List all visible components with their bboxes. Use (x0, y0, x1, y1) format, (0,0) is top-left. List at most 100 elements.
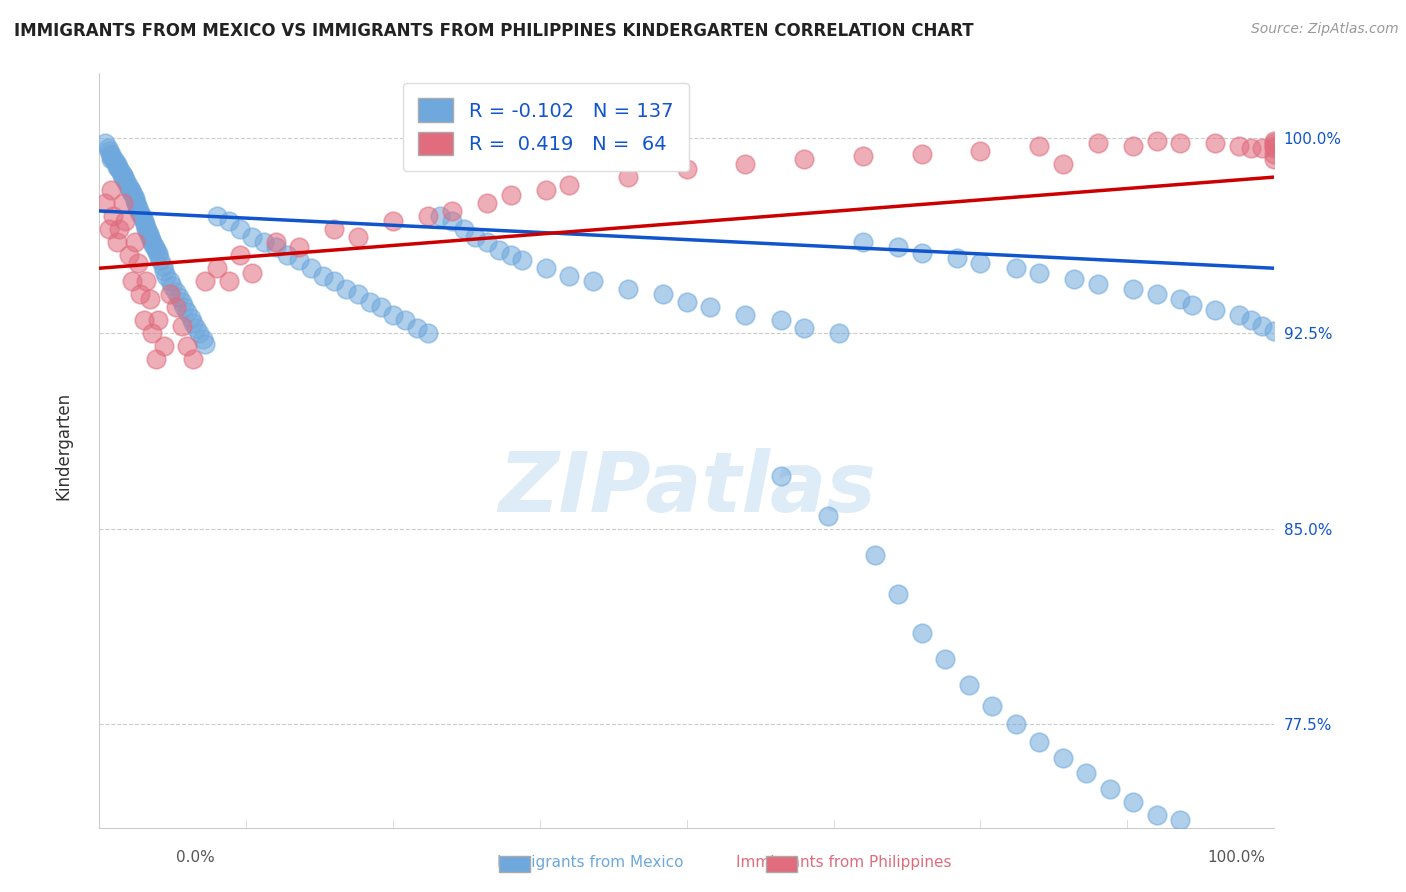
Point (969, 256, 991, 270)
Point (127, 256, 149, 270)
Point (1263, 141, 1285, 155)
Point (118, 248, 141, 262)
Point (111, 168, 134, 182)
Point (120, 183, 142, 197)
Point (132, 211, 155, 226)
Point (1004, 716, 1026, 731)
Point (129, 206, 152, 220)
Point (125, 199, 148, 213)
Point (946, 251, 969, 265)
Point (104, 154, 127, 169)
Point (852, 149, 875, 163)
Point (1052, 750, 1074, 764)
Point (675, 162, 697, 177)
Point (141, 326, 163, 341)
Point (1028, 267, 1050, 281)
Point (1204, 302, 1226, 317)
Point (793, 152, 815, 166)
Point (135, 219, 157, 234)
Point (911, 146, 934, 161)
Point (852, 235, 875, 250)
Point (1168, 813, 1191, 827)
Point (146, 313, 169, 327)
Point (135, 274, 157, 288)
Point (1122, 795, 1144, 809)
Point (418, 326, 440, 341)
Point (863, 548, 886, 562)
Point (132, 313, 155, 327)
Point (769, 313, 792, 327)
Point (240, 267, 263, 281)
Point (170, 295, 193, 310)
Point (229, 248, 252, 262)
Point (112, 170, 135, 185)
Point (229, 222, 252, 236)
Point (1239, 313, 1261, 327)
Point (1181, 298, 1204, 312)
Point (499, 188, 522, 202)
Point (370, 300, 392, 314)
Point (97, 222, 120, 236)
Point (155, 268, 177, 283)
Point (1028, 735, 1050, 749)
Point (153, 339, 176, 353)
Point (323, 222, 346, 236)
Point (1122, 282, 1144, 296)
Point (159, 287, 181, 301)
Point (464, 230, 486, 244)
Point (418, 209, 440, 223)
Point (100, 183, 122, 197)
Point (1251, 141, 1274, 155)
Point (125, 196, 148, 211)
Point (240, 230, 263, 244)
Point (394, 313, 416, 327)
Point (183, 316, 205, 330)
Point (194, 274, 217, 288)
Point (115, 175, 138, 189)
Point (114, 214, 136, 228)
Point (311, 268, 333, 283)
Point (359, 295, 381, 310)
Point (957, 678, 980, 692)
Legend: R = -0.102   N = 137, R =  0.419   N =  64: R = -0.102 N = 137, R = 0.419 N = 64 (402, 83, 689, 171)
Point (111, 196, 134, 211)
Point (335, 282, 357, 296)
Text: 100.0%: 100.0% (1208, 850, 1265, 865)
Point (131, 209, 153, 223)
Point (152, 259, 174, 273)
Point (139, 233, 162, 247)
Point (145, 243, 167, 257)
Point (793, 321, 815, 335)
Point (183, 352, 205, 367)
Point (170, 318, 193, 333)
Text: Immigrants from Philippines: Immigrants from Philippines (735, 855, 952, 870)
Point (165, 300, 187, 314)
Point (288, 253, 311, 268)
Point (100, 152, 122, 166)
Point (1146, 287, 1168, 301)
Point (475, 235, 498, 250)
Point (264, 240, 287, 254)
Point (346, 287, 368, 301)
Point (188, 326, 211, 341)
Point (159, 274, 181, 288)
Point (149, 253, 172, 268)
Point (1263, 134, 1285, 148)
Point (129, 287, 152, 301)
Point (108, 222, 131, 236)
Point (1168, 293, 1191, 307)
Point (558, 178, 581, 192)
Point (769, 469, 792, 483)
Point (323, 274, 346, 288)
Point (103, 152, 125, 166)
Point (675, 295, 697, 310)
Point (582, 274, 605, 288)
Point (1052, 157, 1074, 171)
Point (121, 186, 143, 200)
Text: ZIPatlas: ZIPatlas (498, 448, 876, 529)
Text: IMMIGRANTS FROM MEXICO VS IMMIGRANTS FROM PHILIPPINES KINDERGARTEN CORRELATION C: IMMIGRANTS FROM MEXICO VS IMMIGRANTS FRO… (14, 22, 974, 40)
Point (1004, 261, 1026, 276)
Point (180, 310, 202, 325)
Point (828, 326, 851, 341)
Point (1227, 139, 1250, 153)
